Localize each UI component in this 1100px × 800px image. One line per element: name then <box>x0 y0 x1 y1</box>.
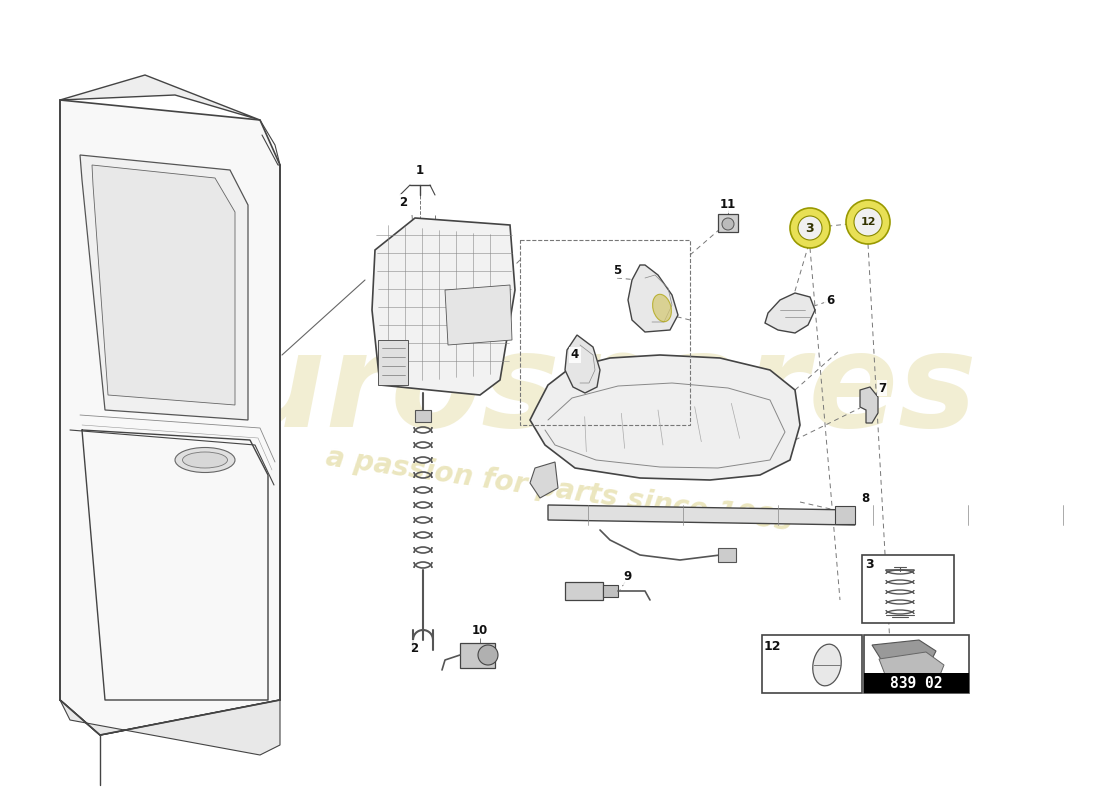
Polygon shape <box>548 505 855 525</box>
Circle shape <box>790 208 830 248</box>
Text: 4: 4 <box>571 349 579 362</box>
Polygon shape <box>92 165 235 405</box>
Polygon shape <box>372 218 515 395</box>
Bar <box>718 548 736 562</box>
Text: 8: 8 <box>861 491 869 505</box>
Ellipse shape <box>175 447 235 473</box>
Bar <box>862 555 954 623</box>
Bar <box>520 240 690 425</box>
Text: 2: 2 <box>410 642 418 654</box>
Circle shape <box>478 645 498 665</box>
Text: 12: 12 <box>763 641 781 654</box>
Text: 9: 9 <box>623 570 631 583</box>
Text: eurospares: eurospares <box>143 326 978 454</box>
Bar <box>864 673 969 693</box>
Text: 3: 3 <box>805 222 814 234</box>
Bar <box>415 410 431 422</box>
Text: 7: 7 <box>878 382 887 394</box>
Bar <box>460 643 495 668</box>
Text: 10: 10 <box>472 623 488 637</box>
Ellipse shape <box>652 294 671 322</box>
Bar <box>762 635 862 693</box>
Bar <box>835 506 855 524</box>
Text: 3: 3 <box>866 558 874 571</box>
Polygon shape <box>872 640 936 661</box>
Circle shape <box>846 200 890 244</box>
Text: 11: 11 <box>719 198 736 211</box>
Circle shape <box>854 208 882 236</box>
Text: 1: 1 <box>416 163 425 177</box>
Polygon shape <box>628 265 678 332</box>
Polygon shape <box>879 652 944 677</box>
Polygon shape <box>565 335 600 393</box>
Ellipse shape <box>813 644 842 686</box>
Polygon shape <box>60 75 260 120</box>
Bar <box>565 582 603 600</box>
Text: 5: 5 <box>613 263 621 277</box>
Polygon shape <box>80 155 248 420</box>
Text: 12: 12 <box>860 217 876 227</box>
Polygon shape <box>530 462 558 498</box>
Polygon shape <box>60 100 280 735</box>
Bar <box>864 635 969 693</box>
Text: a passion for parts since 1985: a passion for parts since 1985 <box>324 443 795 537</box>
Polygon shape <box>446 285 512 345</box>
Text: 839 02: 839 02 <box>890 675 943 690</box>
Ellipse shape <box>183 452 228 468</box>
Polygon shape <box>378 340 408 385</box>
Polygon shape <box>764 293 815 333</box>
Polygon shape <box>530 355 800 480</box>
Circle shape <box>798 216 822 240</box>
Text: 6: 6 <box>826 294 834 306</box>
Bar <box>718 214 738 232</box>
Bar <box>603 585 618 597</box>
Text: 2: 2 <box>399 195 407 209</box>
Polygon shape <box>860 387 878 423</box>
Polygon shape <box>60 700 280 755</box>
Circle shape <box>722 218 734 230</box>
